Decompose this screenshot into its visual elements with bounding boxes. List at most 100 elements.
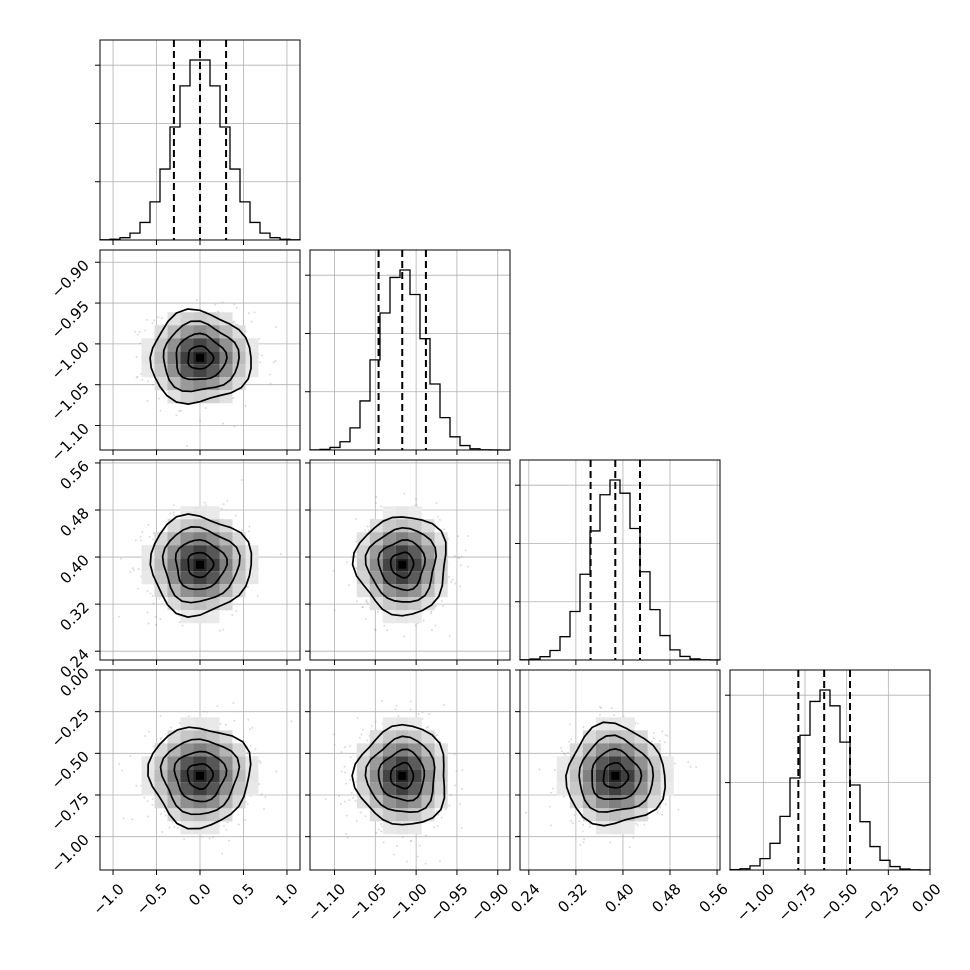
density-cell: [193, 743, 207, 757]
sample-point: [582, 841, 585, 844]
density-cell: [180, 364, 194, 378]
density-cell: [595, 782, 609, 796]
density-cell: [193, 532, 207, 546]
sample-point: [345, 782, 348, 785]
sample-point: [136, 333, 139, 336]
sample-point: [459, 803, 462, 806]
sample-point: [147, 523, 150, 526]
contour-level: [175, 332, 228, 381]
sample-point: [225, 828, 228, 831]
sample-point: [650, 740, 653, 743]
x-tick-label: 0.40: [601, 880, 637, 916]
sample-point: [272, 361, 275, 364]
density-cell: [167, 756, 181, 770]
sample-point: [232, 320, 235, 323]
sample-point: [570, 820, 573, 823]
density-cell: [382, 795, 396, 809]
contour-level: [377, 539, 427, 592]
sample-point: [422, 619, 425, 622]
sample-point: [382, 841, 385, 844]
sample-point: [121, 769, 124, 772]
density-cell: [421, 730, 435, 744]
sample-point: [622, 715, 625, 718]
sample-point: [442, 704, 445, 707]
density-cell: [219, 730, 233, 744]
sample-point: [366, 601, 369, 604]
density-cell: [193, 377, 207, 391]
sample-point: [248, 728, 251, 731]
sample-point: [364, 529, 367, 532]
sample-point: [444, 808, 447, 811]
sample-point: [466, 534, 469, 537]
sample-point: [221, 852, 224, 855]
sample-point: [466, 565, 469, 568]
sample-point: [186, 444, 189, 447]
sample-point: [457, 556, 460, 559]
density-cell: [167, 532, 181, 546]
density-cell: [206, 756, 220, 770]
contour-level: [173, 750, 228, 803]
sample-point: [172, 511, 175, 514]
sample-point: [251, 726, 254, 729]
sample-point: [564, 753, 567, 756]
contour-level: [161, 526, 241, 604]
density-peak: [196, 560, 204, 569]
x-tick-label: 0.24: [507, 880, 543, 916]
density-cell: [382, 730, 396, 744]
sample-point: [151, 595, 154, 598]
sample-point: [237, 823, 240, 826]
density-cell: [382, 558, 396, 572]
sample-point: [451, 578, 454, 581]
sample-point: [161, 830, 164, 833]
sample-point: [146, 318, 149, 321]
sample-point: [367, 529, 370, 532]
sample-point: [435, 502, 438, 505]
density-cell: [356, 795, 370, 809]
sample-point: [147, 622, 150, 625]
sample-point: [435, 604, 438, 607]
x-tick-label: 0.5: [229, 880, 259, 910]
panel-2-2: [515, 459, 721, 665]
density-peak: [196, 353, 204, 362]
sample-point: [459, 585, 462, 588]
sample-point: [159, 409, 162, 412]
sample-point: [159, 715, 162, 718]
sample-point: [677, 808, 680, 811]
sample-point: [324, 798, 327, 801]
density-cell: [193, 519, 207, 533]
density-cell: [421, 795, 435, 809]
density-cell: [245, 782, 259, 796]
sample-point: [414, 504, 417, 507]
density-cell: [193, 597, 207, 611]
density-cell: [382, 506, 396, 520]
density-cell: [180, 325, 194, 339]
density-cell: [634, 756, 648, 770]
density-cell: [369, 795, 383, 809]
density-cell: [245, 545, 259, 559]
sample-point: [415, 498, 418, 501]
sample-point: [152, 532, 155, 535]
density-cell: [167, 351, 181, 365]
density-cell: [141, 571, 155, 585]
sample-point: [658, 739, 661, 742]
y-tick-label: 0.40: [56, 551, 92, 587]
y-tick-label: −0.25: [48, 706, 93, 751]
density-cell: [180, 756, 194, 770]
sample-point: [434, 624, 437, 627]
density-cell: [180, 338, 194, 352]
sample-point: [203, 501, 206, 504]
density-cell: [219, 808, 233, 822]
density-cell: [206, 312, 220, 326]
sample-point: [332, 569, 335, 572]
density-cell: [382, 717, 396, 731]
sample-point: [375, 831, 378, 834]
sample-point: [274, 359, 277, 362]
sample-point: [263, 807, 266, 810]
density-cell: [595, 717, 609, 731]
density-cell: [608, 730, 622, 744]
density-cell: [180, 351, 194, 365]
sample-point: [374, 629, 377, 632]
sample-point: [338, 795, 341, 798]
sample-point: [361, 728, 364, 731]
panel-0-0: [95, 39, 301, 245]
